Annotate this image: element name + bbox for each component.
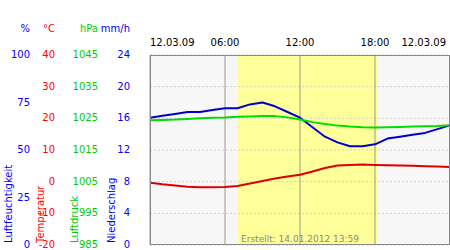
y-tick-label: 75 — [17, 97, 30, 108]
y-tick-label: 30 — [42, 81, 55, 92]
y-tick-label: 8 — [124, 176, 130, 187]
y-tick-label: 24 — [117, 49, 130, 60]
y-tick-label: 4 — [124, 207, 130, 218]
y-tick-label: 20 — [42, 112, 55, 123]
x-tick-label: 12.03.09 — [150, 37, 195, 48]
y-tick-label: 1005 — [73, 176, 98, 187]
y-tick-label: 1015 — [73, 144, 98, 155]
plot-frame — [151, 56, 450, 245]
x-tick-label: 12:00 — [286, 37, 315, 48]
axis-title: Luftdruck — [69, 196, 80, 243]
y-tick-label: 0 — [124, 239, 130, 250]
axis-unit: % — [20, 23, 30, 34]
axis-title: Luftfeuchtigkeit — [3, 165, 14, 243]
x-grid-line — [225, 55, 226, 245]
x-tick-label: 12.03.09 — [401, 37, 446, 48]
y-tick-label: 995 — [79, 207, 98, 218]
plot-area — [150, 55, 450, 245]
series-line — [150, 103, 450, 147]
y-tick-label: 1045 — [73, 49, 98, 60]
y-tick-label: 25 — [17, 192, 30, 203]
x-grid-line — [300, 55, 301, 245]
chart: 12.03.09 06:00 12:00 18:00 12.03.09% 0 25 50 75 1… — [0, 0, 450, 250]
y-tick-label: 10 — [42, 144, 55, 155]
y-tick-label: 16 — [117, 112, 130, 123]
series-line — [150, 165, 450, 188]
axis-title: Niederschlag — [106, 178, 117, 243]
y-tick-label: 985 — [79, 239, 98, 250]
axis-title: Temperatur — [35, 185, 46, 244]
y-tick-label: 0 — [49, 176, 55, 187]
y-tick-label: 0 — [24, 239, 30, 250]
x-tick-label: 06:00 — [211, 37, 240, 48]
y-tick-label: 50 — [17, 144, 30, 155]
y-tick-label: 1035 — [73, 81, 98, 92]
series-line — [150, 116, 450, 127]
axis-unit: °C — [43, 23, 55, 34]
y-tick-label: 1025 — [73, 112, 98, 123]
axis-unit: mm/h — [101, 23, 130, 34]
axis-unit: hPa — [80, 23, 98, 34]
y-tick-label: 40 — [42, 49, 55, 60]
x-grid-line — [375, 55, 376, 245]
x-tick-label: 18:00 — [361, 37, 390, 48]
y-tick-label: 100 — [11, 49, 30, 60]
footer: Erstellt: 14.01.2012 13:59 — [241, 234, 359, 244]
series-group — [150, 103, 450, 188]
y-tick-label: 20 — [117, 81, 130, 92]
y-tick-label: 12 — [117, 144, 130, 155]
